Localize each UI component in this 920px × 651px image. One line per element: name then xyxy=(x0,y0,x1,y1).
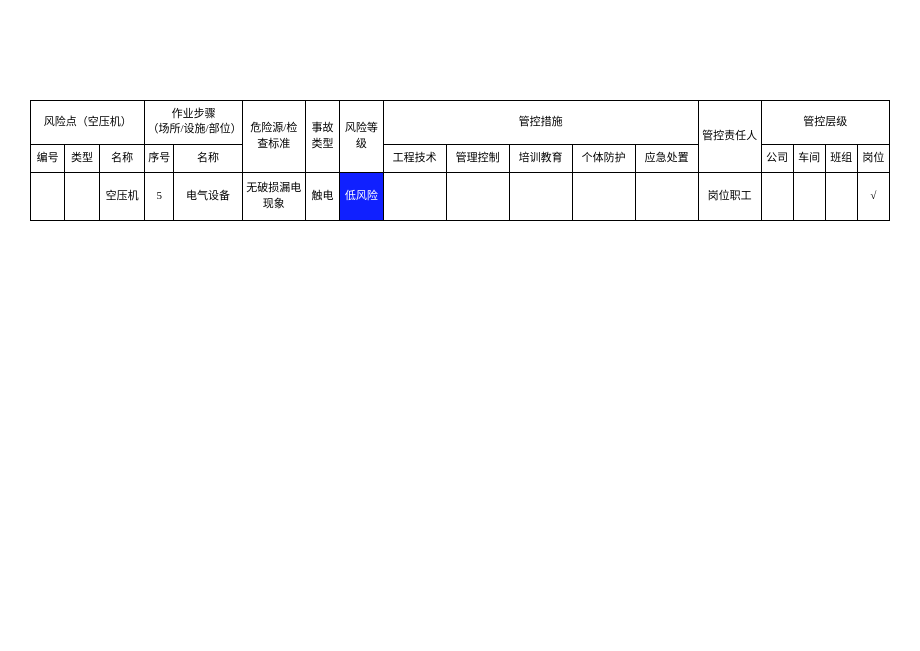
cell-hazard: 无破损漏电现象 xyxy=(242,173,305,221)
col-control-measures-group: 管控措施 xyxy=(383,101,698,145)
cell-responsible: 岗位职工 xyxy=(698,173,761,221)
col-name: 名称 xyxy=(99,144,145,172)
cell-ppe xyxy=(572,173,635,221)
cell-step-name: 电气设备 xyxy=(174,173,243,221)
col-ppe: 个体防护 xyxy=(572,144,635,172)
col-emergency: 应急处置 xyxy=(635,144,698,172)
col-risk-level: 风险等级 xyxy=(340,101,384,173)
col-management: 管理控制 xyxy=(446,144,509,172)
col-company: 公司 xyxy=(761,144,793,172)
col-accident-type: 事故类型 xyxy=(305,101,339,173)
col-post: 岗位 xyxy=(857,144,889,172)
col-hazard-source: 危险源/检查标准 xyxy=(242,101,305,173)
col-training: 培训教育 xyxy=(509,144,572,172)
cell-number xyxy=(31,173,65,221)
cell-risk-level: 低风险 xyxy=(340,173,384,221)
cell-seq: 5 xyxy=(145,173,174,221)
col-number: 编号 xyxy=(31,144,65,172)
col-control-responsible: 管控责任人 xyxy=(698,101,761,173)
cell-accident: 触电 xyxy=(305,173,339,221)
col-control-level-group: 管控层级 xyxy=(761,101,889,145)
cell-emergency xyxy=(635,173,698,221)
cell-management xyxy=(446,173,509,221)
table-row: 空压机 5 电气设备 无破损漏电现象 触电 低风险 岗位职工 √ xyxy=(31,173,890,221)
col-step-name: 名称 xyxy=(174,144,243,172)
cell-post: √ xyxy=(857,173,889,221)
col-workshop: 车间 xyxy=(793,144,825,172)
cell-company xyxy=(761,173,793,221)
col-engineering: 工程技术 xyxy=(383,144,446,172)
col-type: 类型 xyxy=(65,144,99,172)
cell-type xyxy=(65,173,99,221)
cell-training xyxy=(509,173,572,221)
cell-name: 空压机 xyxy=(99,173,145,221)
risk-assessment-table: 风险点（空压机） 作业步骤 （场所/设施/部位） 危险源/检查标准 事故类型 风… xyxy=(30,100,890,221)
cell-engineering xyxy=(383,173,446,221)
cell-team xyxy=(825,173,857,221)
col-seq: 序号 xyxy=(145,144,174,172)
cell-workshop xyxy=(793,173,825,221)
col-risk-point-group: 风险点（空压机） xyxy=(31,101,145,145)
col-team: 班组 xyxy=(825,144,857,172)
col-operation-step-group: 作业步骤 （场所/设施/部位） xyxy=(145,101,242,145)
header-row-2: 编号 类型 名称 序号 名称 工程技术 管理控制 培训教育 个体防护 应急处置 … xyxy=(31,144,890,172)
header-row-1: 风险点（空压机） 作业步骤 （场所/设施/部位） 危险源/检查标准 事故类型 风… xyxy=(31,101,890,145)
